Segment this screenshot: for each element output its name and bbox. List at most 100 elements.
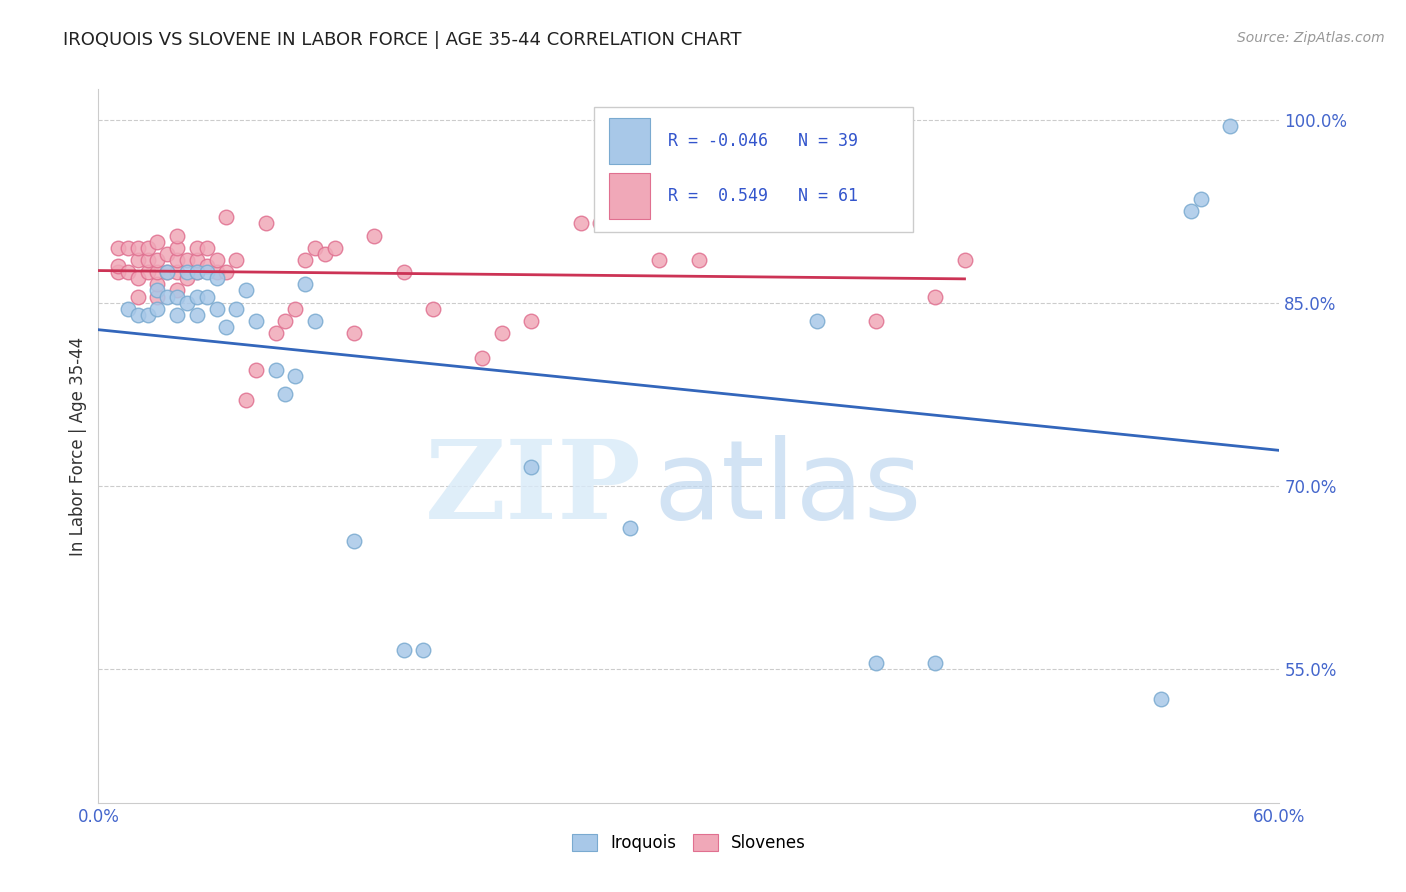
Point: [176, 295, 198, 310]
Point: [225, 252, 247, 267]
Point: [186, 265, 208, 279]
Point: [166, 289, 188, 303]
Point: [166, 228, 188, 243]
Point: [363, 228, 385, 243]
Point: [215, 211, 238, 225]
Point: [619, 521, 641, 535]
Point: [195, 241, 218, 255]
Point: [323, 241, 346, 255]
Text: ZIP: ZIP: [425, 435, 641, 542]
Point: [284, 301, 307, 316]
Point: [274, 387, 297, 401]
Point: [146, 277, 169, 292]
Point: [166, 252, 188, 267]
FancyBboxPatch shape: [609, 118, 650, 164]
Point: [136, 265, 159, 279]
Point: [136, 241, 159, 255]
Point: [186, 308, 208, 322]
Point: [205, 265, 228, 279]
Point: [264, 363, 287, 377]
Point: [166, 308, 188, 322]
Point: [117, 301, 139, 316]
Point: [127, 271, 149, 285]
Point: [166, 265, 188, 279]
Text: IROQUOIS VS SLOVENE IN LABOR FORCE | AGE 35-44 CORRELATION CHART: IROQUOIS VS SLOVENE IN LABOR FORCE | AGE…: [63, 31, 742, 49]
Point: [264, 326, 287, 341]
Point: [166, 284, 188, 298]
Point: [186, 252, 208, 267]
Point: [589, 216, 612, 230]
Point: [146, 289, 169, 303]
Point: [254, 216, 277, 230]
Point: [136, 308, 159, 322]
Text: atlas: atlas: [654, 435, 922, 542]
Point: [146, 301, 169, 316]
Point: [176, 252, 198, 267]
Point: [146, 252, 169, 267]
Point: [176, 271, 198, 285]
Point: [343, 533, 366, 548]
Point: [304, 314, 326, 328]
Legend: Iroquois, Slovenes: Iroquois, Slovenes: [565, 827, 813, 859]
Point: [865, 656, 887, 670]
Point: [756, 174, 779, 188]
FancyBboxPatch shape: [595, 107, 914, 232]
Point: [127, 289, 149, 303]
Y-axis label: In Labor Force | Age 35-44: In Labor Force | Age 35-44: [69, 336, 87, 556]
FancyBboxPatch shape: [609, 173, 650, 219]
Point: [176, 265, 198, 279]
Point: [1189, 192, 1212, 206]
Point: [392, 265, 415, 279]
Point: [195, 265, 218, 279]
Point: [117, 265, 139, 279]
Point: [520, 314, 543, 328]
Point: [156, 265, 179, 279]
Point: [235, 393, 257, 408]
Point: [215, 265, 238, 279]
Point: [127, 252, 149, 267]
Point: [205, 301, 228, 316]
Point: [146, 235, 169, 249]
Point: [186, 241, 208, 255]
Point: [1150, 692, 1173, 706]
Point: [274, 314, 297, 328]
Point: [156, 289, 179, 303]
Point: [294, 277, 316, 292]
Point: [225, 301, 247, 316]
Point: [156, 265, 179, 279]
Text: Source: ZipAtlas.com: Source: ZipAtlas.com: [1237, 31, 1385, 45]
Point: [392, 643, 415, 657]
Point: [471, 351, 494, 365]
Point: [127, 308, 149, 322]
Point: [205, 252, 228, 267]
Point: [314, 247, 336, 261]
Point: [924, 289, 946, 303]
Point: [284, 368, 307, 383]
Point: [215, 320, 238, 334]
Point: [491, 326, 513, 341]
Point: [146, 284, 169, 298]
Point: [245, 314, 267, 328]
Point: [412, 643, 434, 657]
Point: [865, 314, 887, 328]
Point: [648, 252, 671, 267]
Point: [806, 314, 828, 328]
Point: [520, 460, 543, 475]
Point: [117, 241, 139, 255]
Point: [107, 259, 129, 273]
Text: R =  0.549   N = 61: R = 0.549 N = 61: [668, 187, 858, 205]
Point: [1180, 204, 1202, 219]
Point: [1219, 119, 1241, 133]
Text: R = -0.046   N = 39: R = -0.046 N = 39: [668, 132, 858, 150]
Point: [166, 241, 188, 255]
Point: [235, 284, 257, 298]
Point: [569, 216, 592, 230]
Point: [294, 252, 316, 267]
Point: [195, 259, 218, 273]
Point: [107, 265, 129, 279]
Point: [156, 247, 179, 261]
Point: [186, 289, 208, 303]
Point: [107, 241, 129, 255]
Point: [688, 252, 710, 267]
Point: [136, 252, 159, 267]
